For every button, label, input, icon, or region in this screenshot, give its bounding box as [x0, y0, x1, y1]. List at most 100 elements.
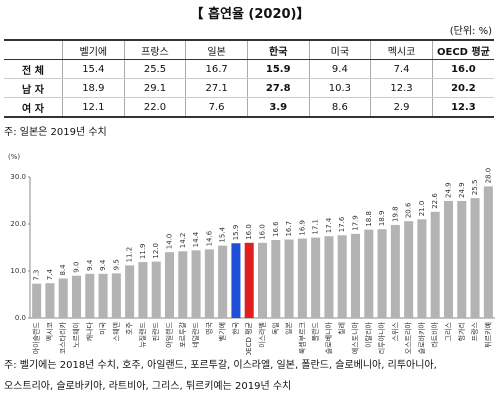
- cell: 15.9: [246, 59, 310, 79]
- bar: [297, 238, 307, 318]
- x-tick-label: 헝가리: [457, 322, 466, 341]
- bar: [443, 200, 454, 318]
- y-axis-label: (%): [8, 153, 20, 161]
- value-label: 25.5: [471, 180, 479, 196]
- cell: 16.7: [185, 59, 248, 79]
- x-tick-label: 한국: [232, 321, 240, 334]
- x-tick-label: 폴란드: [312, 321, 320, 341]
- x-tick-label: 호주: [126, 321, 134, 334]
- chart-note: 오스트리아, 슬로바키아, 라트비아, 그리스, 튀르키예는 2019년 수치: [4, 381, 292, 392]
- chart-note: 주: 벨기에는 2018년 수치, 호주, 아일랜드, 포르투갈, 이스라엘, …: [4, 360, 437, 371]
- table-note: 주: 일본은 2019년 수치: [4, 127, 107, 138]
- row: 전 체 15.4 25.5 16.7 15.9 9.4 7.4 16.0: [4, 59, 494, 79]
- value-label: 21.0: [418, 201, 426, 217]
- value-label: 11.2: [126, 247, 134, 263]
- value-label: 11.9: [139, 243, 147, 259]
- bar: [337, 235, 347, 318]
- value-label: 16.0: [245, 224, 253, 240]
- header-cell: 프랑스: [123, 39, 186, 60]
- cell: 남 자: [4, 78, 63, 98]
- value-label: 9.5: [112, 259, 120, 270]
- x-tick-label: OECD 평균: [244, 321, 253, 355]
- x-tick-label: 슬로베니아: [324, 321, 333, 354]
- chart: (%) 0.0 10.0 20.0 30.0 7.3 아이슬란드 7.4 멕시코 8.4 코스타리카…: [8, 153, 495, 355]
- bar: [111, 273, 121, 318]
- value-label: 18.9: [378, 211, 386, 227]
- x-tick-label: 뉴질랜드: [138, 321, 147, 347]
- bar: [58, 278, 68, 318]
- table: 벨기에 프랑스 일본 한국 미국 멕시코 OECD 평균 전 체 15.4 25.5 16.7 15.…: [4, 39, 494, 118]
- cell: 15.4: [62, 59, 125, 79]
- value-label: 15.4: [219, 226, 227, 242]
- value-label: 9.0: [73, 262, 81, 273]
- value-label: 9.4: [86, 259, 94, 271]
- cell: 8.6: [308, 97, 371, 118]
- cell: 7.4: [370, 59, 433, 79]
- cell: 7.6: [185, 97, 248, 118]
- value-label: 24.9: [445, 182, 453, 198]
- bar: [151, 261, 161, 318]
- header-cell: 일본: [185, 39, 248, 60]
- value-label: 17.1: [312, 219, 320, 235]
- x-tick-label: 슬로바키아: [417, 321, 426, 354]
- bar: [417, 219, 427, 318]
- value-label: 8.4: [59, 264, 67, 276]
- header-cell: 한국: [246, 39, 310, 60]
- value-label: 17.6: [338, 216, 346, 232]
- x-tick-label: 라트비아: [430, 321, 439, 347]
- value-label: 14.2: [179, 233, 187, 249]
- value-label: 14.4: [192, 231, 200, 247]
- bar: [284, 239, 294, 318]
- bar: [85, 273, 95, 318]
- bar: [231, 243, 241, 318]
- value-label: 14.6: [205, 230, 213, 246]
- bar: [311, 237, 321, 318]
- x-tick-label: 리투아니아: [377, 321, 386, 354]
- x-tick-label: 코스타리카: [58, 321, 67, 354]
- cell: 22.0: [123, 97, 186, 118]
- cell: 27.8: [246, 78, 310, 98]
- cell: 2.9: [370, 97, 433, 118]
- bar: [125, 265, 135, 318]
- value-label: 16.0: [259, 224, 267, 240]
- y-tick-label: 10.0: [10, 267, 26, 275]
- value-label: 7.3: [33, 270, 41, 281]
- bar: [390, 224, 400, 318]
- x-tick-label: 칠레: [337, 322, 346, 335]
- header-cell: 멕시코: [370, 39, 433, 60]
- cell: 20.2: [431, 78, 494, 98]
- x-tick-label: 멕시코: [45, 321, 54, 341]
- value-label: 15.9: [232, 225, 240, 241]
- bar: [404, 221, 414, 318]
- title: 【 흡연율 (2020)】: [190, 7, 310, 22]
- bar: [138, 262, 148, 318]
- x-tick-label: 미국: [98, 321, 107, 334]
- bar: [457, 200, 467, 318]
- value-label: 7.4: [46, 269, 54, 281]
- y-tick-label: 0.0: [15, 314, 26, 322]
- value-label: 24.9: [458, 182, 466, 198]
- x-tick-label: 벨기에: [218, 322, 227, 341]
- value-label: 9.4: [99, 259, 107, 271]
- header-cell: 미국: [308, 39, 371, 60]
- bar: [218, 245, 228, 318]
- header-cell: OECD 평균: [431, 39, 494, 60]
- value-label: 17.9: [352, 215, 360, 231]
- cell: 12.1: [62, 97, 125, 118]
- cell: 12.3: [431, 97, 494, 118]
- x-tick-label: 핀란드: [151, 321, 160, 341]
- cell: 29.1: [123, 78, 186, 98]
- x-tick-label: 아이슬란드: [32, 321, 41, 354]
- x-tick-label: 포르투갈: [179, 321, 187, 347]
- value-label: 28.0: [484, 168, 492, 184]
- bar: [350, 233, 361, 318]
- cell: 여 자: [4, 97, 63, 118]
- value-label: 16.6: [272, 221, 280, 237]
- cell: 27.1: [185, 78, 248, 98]
- bar: [32, 283, 42, 318]
- bar: [98, 273, 108, 318]
- cell: 3.9: [246, 97, 310, 118]
- cell: 16.0: [431, 59, 494, 79]
- x-tick-label: 그리스: [444, 321, 453, 341]
